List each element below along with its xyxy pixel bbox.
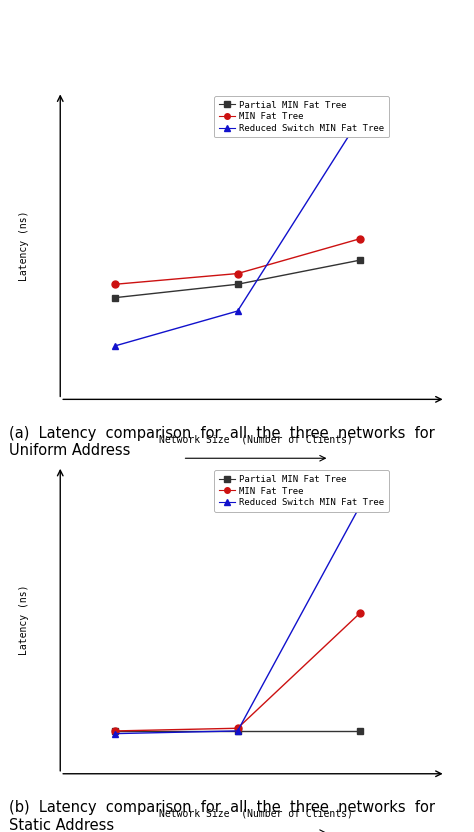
Text: Network Size  (Number of Clients): Network Size (Number of Clients) bbox=[159, 434, 353, 444]
Legend: Partial MIN Fat Tree, MIN Fat Tree, Reduced Switch MIN Fat Tree: Partial MIN Fat Tree, MIN Fat Tree, Redu… bbox=[214, 96, 389, 137]
Text: Network Size  (Number of Clients): Network Size (Number of Clients) bbox=[159, 809, 353, 819]
Text: (a)  Latency  comparison  for  all  the  three  networks  for
Uniform Address: (a) Latency comparison for all the three… bbox=[9, 426, 435, 458]
Text: Latency (ns): Latency (ns) bbox=[18, 585, 28, 655]
Legend: Partial MIN Fat Tree, MIN Fat Tree, Reduced Switch MIN Fat Tree: Partial MIN Fat Tree, MIN Fat Tree, Redu… bbox=[214, 470, 389, 512]
Text: Latency (ns): Latency (ns) bbox=[18, 210, 28, 280]
Text: (b)  Latency  comparison  for  all  the  three  networks  for
Static Address: (b) Latency comparison for all the three… bbox=[9, 800, 436, 832]
